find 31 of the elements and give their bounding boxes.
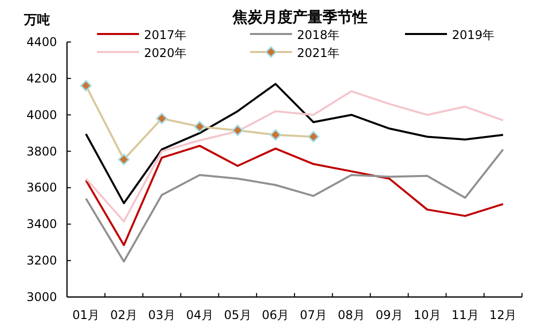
x-tick-label: 02月 [110, 308, 138, 322]
x-tick-label: 04月 [186, 308, 214, 322]
x-tick-label: 08月 [338, 308, 366, 322]
y-tick-label: 4000 [26, 108, 57, 122]
y-tick-label: 3600 [26, 180, 57, 195]
x-tick-label: 06月 [262, 308, 290, 322]
chart-title: 焦炭月度产量季节性 [232, 8, 368, 26]
y-tick-label: 3000 [26, 290, 57, 304]
x-tick-label: 10月 [414, 308, 441, 322]
line-series [84, 82, 504, 204]
legend-label: 2018年 [297, 28, 340, 42]
y-tick-label: 4400 [26, 35, 57, 49]
x-tick-label: 09月 [376, 308, 403, 322]
x-tick-label: 01月 [72, 308, 100, 322]
x-tick-label: 05月 [224, 308, 252, 322]
line-series [84, 144, 504, 246]
y-axis-title: 万吨 [23, 13, 50, 28]
line-series [84, 90, 504, 222]
legend-label: 2020年 [144, 46, 187, 60]
x-tick-label: 12月 [489, 308, 517, 322]
y-tick-label: 3200 [26, 254, 57, 268]
line-series [84, 148, 504, 262]
legend-label: 2019年 [452, 28, 495, 42]
y-tick-label: 3400 [26, 217, 57, 232]
x-tick-label: 11月 [451, 308, 479, 322]
legend-label: 2021年 [297, 46, 340, 60]
x-tick-label: 03月 [148, 308, 176, 322]
y-tick-label: 3800 [26, 144, 57, 158]
legend-label: 2017年 [144, 28, 187, 42]
y-tick-label: 4200 [26, 71, 57, 86]
x-tick-label: 07月 [300, 308, 328, 322]
